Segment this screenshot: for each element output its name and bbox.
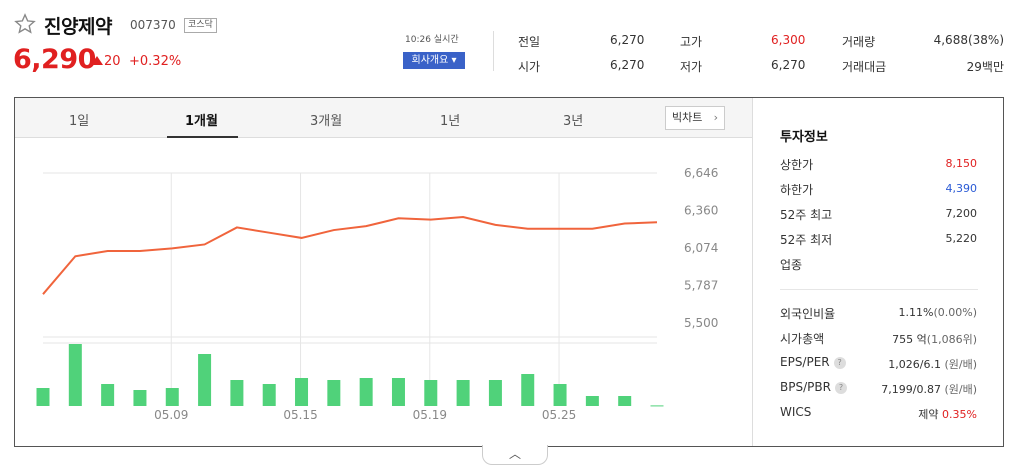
realtime-label: 10:26 실시간 <box>405 35 459 45</box>
lower-limit-value: 4,390 <box>945 182 978 195</box>
help-icon[interactable]: ? <box>833 356 846 369</box>
upper-limit-value: 8,150 <box>945 157 978 170</box>
volume-bar <box>295 378 309 406</box>
upper-limit-label: 상한가 <box>780 158 814 172</box>
bigchart-label: 빅차트 <box>672 111 703 124</box>
price-change-percent: +0.32% <box>129 54 182 69</box>
volume-bar <box>585 396 599 406</box>
y-tick-label: 5,500 <box>684 316 718 330</box>
collapse-button[interactable]: ︿ <box>482 445 548 465</box>
tab-1day[interactable]: 1일 <box>69 114 90 129</box>
bps-pbr-value: 7,199/0.87 (원/배) <box>881 383 977 396</box>
x-tick-label: 05.15 <box>283 408 317 422</box>
x-tick-label: 05.09 <box>154 408 188 422</box>
volume-bar <box>165 388 179 406</box>
active-tab-indicator <box>167 136 238 138</box>
open-label: 시가 <box>518 60 541 74</box>
wics-label: WICS <box>780 405 812 419</box>
price-line <box>42 215 658 295</box>
tab-3month[interactable]: 3개월 <box>310 114 343 129</box>
stock-code: 007370 <box>130 18 176 32</box>
open-value: 6,270 <box>610 58 645 72</box>
volume-bar <box>553 384 567 406</box>
bigchart-button[interactable]: 빅차트 › <box>665 106 725 130</box>
x-tick-label: 05.25 <box>542 408 576 422</box>
lower-limit-label: 하한가 <box>780 183 814 197</box>
market-cap-label: 시가총액 <box>780 332 825 346</box>
market-cap-value: 755 억(1,086위) <box>892 333 977 346</box>
stock-name: 진양제약 <box>44 16 112 38</box>
high-label: 고가 <box>680 35 703 49</box>
company-overview-button[interactable]: 회사개요 ▾ <box>403 52 465 69</box>
high52-value: 7,200 <box>945 207 978 220</box>
low-label: 저가 <box>680 60 703 74</box>
y-tick-label: 5,787 <box>684 278 718 292</box>
volume-bar <box>488 380 502 406</box>
trade-amount-value: 29백만 <box>966 60 1004 74</box>
eps-per-label: EPS/PER? <box>780 355 846 369</box>
x-tick-label: 05.19 <box>413 408 447 422</box>
favorite-star-icon[interactable] <box>14 13 36 35</box>
up-arrow-icon <box>91 56 103 65</box>
volume-bar <box>68 344 82 406</box>
volume-bar <box>424 380 438 406</box>
y-tick-label: 6,646 <box>684 166 718 180</box>
volume-value: 4,688(38%) <box>933 33 1004 47</box>
high-value: 6,300 <box>771 33 806 47</box>
period-tabs: 1일 1개월 3개월 1년 3년 빅차트 › <box>15 98 752 138</box>
tab-1year[interactable]: 1년 <box>440 114 461 129</box>
prev-close-label: 전일 <box>518 35 541 49</box>
low52-value: 5,220 <box>945 232 978 245</box>
bps-pbr-label: BPS/PBR? <box>780 380 847 394</box>
volume-bar <box>391 378 405 406</box>
volume-label: 거래량 <box>842 35 876 49</box>
volume-bar <box>456 380 470 406</box>
volume-bar <box>133 390 147 406</box>
panel-divider <box>752 98 753 446</box>
low-value: 6,270 <box>771 58 806 72</box>
market-badge: 코스닥 <box>184 18 217 33</box>
price-volume-chart: 6,646 6,360 6,074 5,787 5,500 05.09 05.15 05.19… <box>36 166 718 422</box>
volume-bar <box>521 374 535 406</box>
info-divider <box>780 289 978 290</box>
header-divider <box>493 31 494 71</box>
wics-value: 제약 0.35% <box>918 408 977 421</box>
foreign-ratio-value: 1.11%(0.00%) <box>898 306 977 319</box>
chevron-up-icon: ︿ <box>508 447 521 461</box>
low52-label: 52주 최저 <box>780 233 833 247</box>
chart-panel: 1일 1개월 3개월 1년 3년 빅차트 › 6,646 6,360 6,074 5,… <box>14 97 1004 447</box>
industry-label: 업종 <box>780 258 803 272</box>
tab-1month[interactable]: 1개월 <box>185 114 218 129</box>
volume-bar <box>618 396 632 406</box>
volume-bar <box>327 380 341 406</box>
volume-bar <box>230 380 244 406</box>
volume-bar <box>359 378 373 406</box>
y-tick-label: 6,074 <box>684 241 718 255</box>
volume-bar <box>198 354 212 406</box>
volume-bar <box>101 384 115 406</box>
foreign-ratio-label: 외국인비율 <box>780 307 836 321</box>
eps-per-value: 1,026/6.1 (원/배) <box>888 358 977 371</box>
high52-label: 52주 최고 <box>780 208 833 222</box>
price-change: 20 <box>104 54 121 69</box>
volume-bar <box>36 388 50 406</box>
trade-amount-label: 거래대금 <box>842 60 887 74</box>
volume-bar <box>262 384 276 406</box>
current-price: 6,290 <box>13 44 96 75</box>
tab-3year[interactable]: 3년 <box>563 114 584 129</box>
help-icon[interactable]: ? <box>834 381 847 394</box>
chevron-right-icon: › <box>713 111 718 124</box>
investment-info-title: 투자정보 <box>780 130 828 145</box>
y-tick-label: 6,360 <box>684 203 718 217</box>
volume-bar <box>650 405 664 407</box>
prev-close-value: 6,270 <box>610 33 645 47</box>
